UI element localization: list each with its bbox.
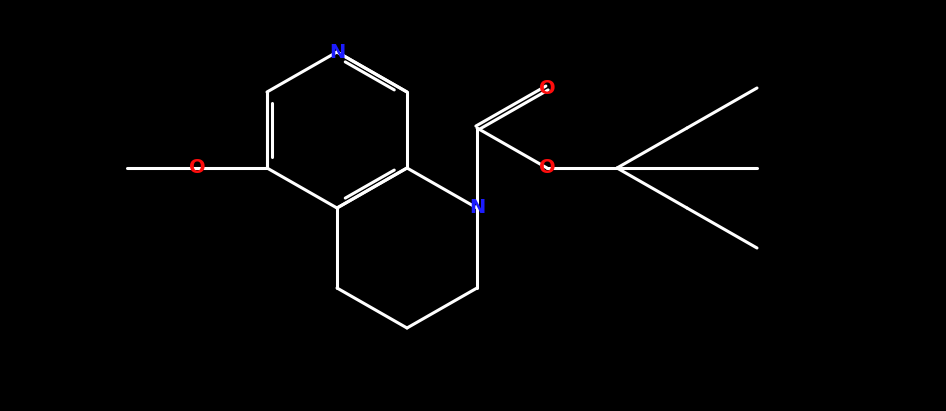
Text: O: O [538,159,555,178]
Text: N: N [469,199,485,217]
Text: N: N [329,42,345,62]
Text: O: O [188,159,205,178]
Text: O: O [538,79,555,97]
